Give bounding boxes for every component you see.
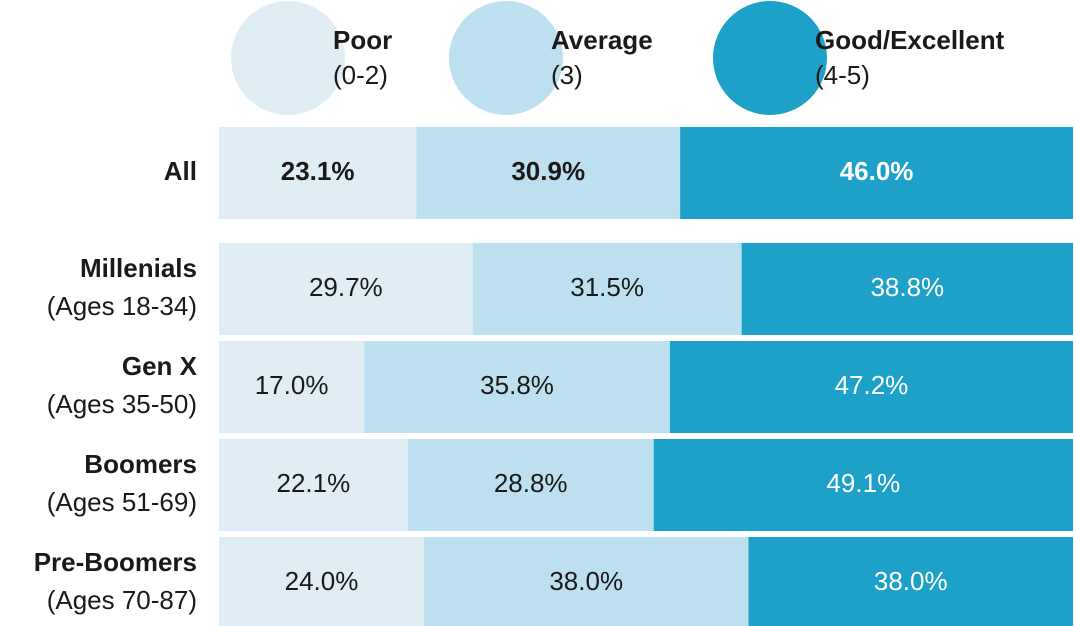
bar-segment <box>407 439 654 531</box>
legend-note: (0-2) <box>333 60 388 90</box>
bar-segment <box>748 537 1073 626</box>
category-label: Millenials <box>80 253 197 283</box>
bar-segment <box>472 243 742 335</box>
category-label: Gen X <box>122 351 198 381</box>
bar-segment <box>219 243 473 335</box>
value-label: 24.0% <box>285 566 359 596</box>
value-label: 38.0% <box>549 566 623 596</box>
bar-segment <box>741 243 1073 335</box>
legend-swatch <box>231 1 345 115</box>
value-label: 28.8% <box>494 468 568 498</box>
value-label: 22.1% <box>276 468 350 498</box>
bar-segment <box>219 439 408 531</box>
category-note: (Ages 51-69) <box>47 487 197 517</box>
bar-segment <box>423 537 749 626</box>
category-label: Boomers <box>84 449 197 479</box>
bar-segment <box>680 127 1073 219</box>
bar-segment <box>416 127 681 219</box>
value-label: 49.1% <box>826 468 900 498</box>
legend-label: Average <box>551 25 653 55</box>
category-label: All <box>164 156 197 186</box>
value-label: 38.0% <box>874 566 948 596</box>
category-note: (Ages 35-50) <box>47 389 197 419</box>
legend-label: Poor <box>333 25 392 55</box>
value-label: 30.9% <box>511 156 585 186</box>
bar-segment <box>653 439 1073 531</box>
value-label: 47.2% <box>835 370 909 400</box>
legend-note: (4-5) <box>815 60 870 90</box>
category-note: (Ages 70-87) <box>47 585 197 615</box>
legend-swatch <box>449 1 563 115</box>
value-label: 35.8% <box>480 370 554 400</box>
legend-label: Good/Excellent <box>815 25 1005 55</box>
value-label: 46.0% <box>840 156 914 186</box>
value-label: 29.7% <box>309 272 383 302</box>
bar-segment <box>364 341 670 433</box>
legend-swatch <box>713 1 827 115</box>
category-label: Pre-Boomers <box>34 547 197 577</box>
bar-segment <box>219 537 424 626</box>
legend-note: (3) <box>551 60 583 90</box>
bar-segment <box>219 341 365 433</box>
value-label: 38.8% <box>870 272 944 302</box>
category-note: (Ages 18-34) <box>47 291 197 321</box>
bar-segment <box>219 127 417 219</box>
value-label: 23.1% <box>281 156 355 186</box>
value-label: 31.5% <box>570 272 644 302</box>
bar-segment <box>669 341 1073 433</box>
value-label: 17.0% <box>255 370 329 400</box>
